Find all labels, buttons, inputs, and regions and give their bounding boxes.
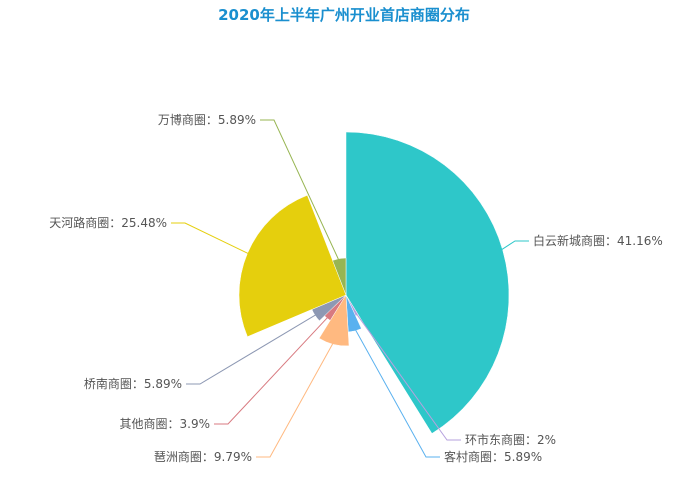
- leader-line: [498, 240, 529, 252]
- leader-line: [353, 326, 440, 458]
- leader-line: [214, 314, 331, 425]
- chart-title: 2020年上半年广州开业首店商圈分布: [218, 6, 470, 24]
- leader-line: [186, 312, 319, 385]
- leader-line: [256, 340, 335, 458]
- leader-line: [354, 311, 461, 441]
- slice-label: 桥南商圈：5.89%: [84, 376, 182, 391]
- pie-slice[interactable]: [332, 257, 347, 296]
- slice-label: 其他商圈：3.9%: [120, 416, 211, 431]
- leader-line: [171, 222, 252, 256]
- leader-lines: [171, 119, 529, 458]
- leader-line: [260, 119, 341, 263]
- slice-label: 天河路商圈：25.48%: [49, 215, 167, 230]
- slice-label: 环市东商圈：2%: [465, 432, 556, 447]
- slice-label: 琶洲商圈：9.79%: [154, 449, 252, 464]
- pie-slice[interactable]: [345, 131, 510, 434]
- slice-labels: 白云新城商圈：41.16% 环市东商圈：2% 客村商圈：5.89% 琶洲商圈：9.79…: [49, 112, 663, 464]
- slice-label: 客村商圈：5.89%: [444, 449, 542, 464]
- slice-label: 白云新城商圈：41.16%: [533, 233, 663, 248]
- slice-label: 万博商圈：5.89%: [158, 112, 256, 127]
- pie-slice[interactable]: [318, 294, 350, 347]
- pie-slices: [238, 131, 510, 434]
